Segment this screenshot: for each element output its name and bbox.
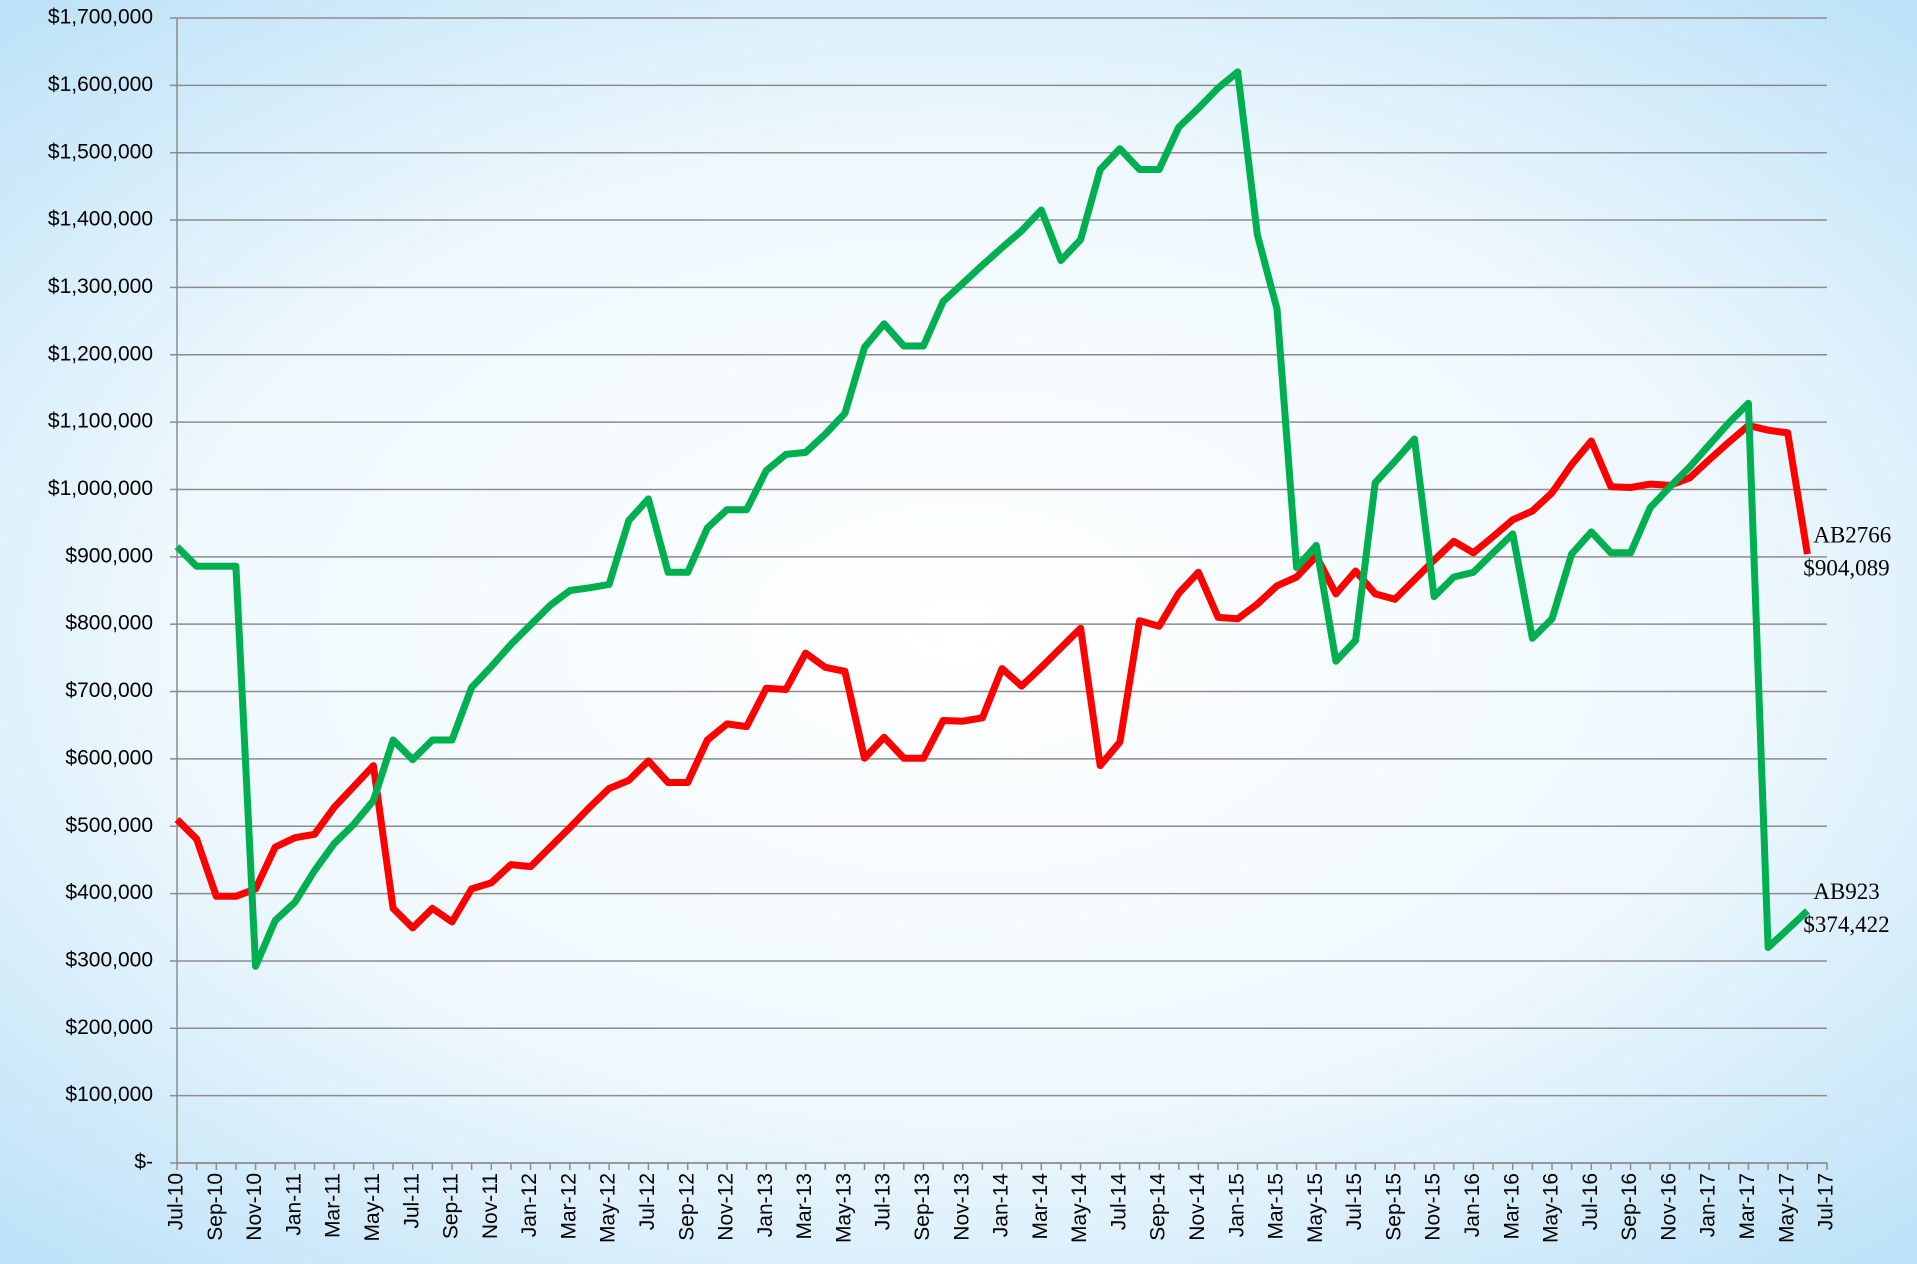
y-tick-label: $100,000 [65, 1083, 153, 1106]
y-tick-label: $1,400,000 [48, 208, 153, 231]
x-tick-label: Sep-15 [1382, 1173, 1405, 1241]
x-tick-label: Nov-12 [715, 1173, 738, 1241]
x-tick-label: Nov-10 [243, 1173, 266, 1241]
x-tick-label: Nov-14 [1186, 1173, 1209, 1241]
y-tick-label: $1,100,000 [48, 410, 153, 433]
x-tick-label: Jan-17 [1697, 1173, 1720, 1237]
x-tick-label: Sep-16 [1618, 1173, 1641, 1241]
y-tick-label: $600,000 [65, 746, 153, 769]
y-tick-label: $1,000,000 [48, 477, 153, 500]
x-tick-label: Sep-13 [911, 1173, 934, 1241]
x-tick-label: May-14 [1068, 1173, 1091, 1243]
y-tick-label: $1,500,000 [48, 140, 153, 163]
x-tick-label: Jan-16 [1461, 1173, 1484, 1237]
x-tick-label: Jan-12 [518, 1173, 541, 1237]
x-tick-label: Jul-13 [872, 1173, 895, 1230]
x-tick-label: Sep-12 [675, 1173, 698, 1241]
y-tick-label: $1,300,000 [48, 275, 153, 298]
y-tick-label: $- [134, 1151, 153, 1174]
y-tick-label: $1,600,000 [48, 73, 153, 96]
x-tick-label: Mar-12 [557, 1173, 580, 1240]
x-tick-label: Nov-16 [1657, 1173, 1680, 1241]
y-tick-label: $400,000 [65, 881, 153, 904]
x-tick-label: May-12 [597, 1173, 620, 1243]
x-tick-label: Mar-17 [1736, 1173, 1759, 1240]
x-tick-label: May-13 [832, 1173, 855, 1243]
x-tick-label: Jan-11 [282, 1173, 305, 1236]
series-name: AB2766 [1813, 522, 1891, 547]
x-tick-label: Mar-13 [793, 1173, 816, 1240]
x-tick-label: May-15 [1304, 1173, 1327, 1243]
x-tick-label: Nov-13 [950, 1173, 973, 1241]
y-tick-label: $300,000 [65, 948, 153, 971]
x-tick-label: Jul-17 [1815, 1173, 1838, 1230]
x-tick-label: Mar-11 [322, 1173, 345, 1238]
x-tick-label: May-11 [361, 1173, 384, 1241]
x-tick-label: Jan-13 [754, 1173, 777, 1237]
x-tick-label: May-16 [1540, 1173, 1563, 1243]
y-tick-label: $1,700,000 [48, 6, 153, 29]
series-line [174, 422, 1811, 932]
value-label: $374,422 [1803, 912, 1889, 937]
x-tick-label: Jan-14 [990, 1173, 1013, 1238]
x-tick-label: Mar-15 [1265, 1173, 1288, 1240]
x-tick-label: May-17 [1775, 1173, 1798, 1243]
x-tick-label: Nov-15 [1422, 1173, 1445, 1241]
x-tick-label: Jul-11 [400, 1173, 423, 1229]
x-tick-label: Sep-11 [440, 1173, 463, 1239]
y-tick-label: $500,000 [65, 814, 153, 837]
x-tick-label: Sep-10 [204, 1173, 227, 1241]
x-tick-label: Nov-11 [479, 1173, 502, 1239]
value-label: $904,089 [1803, 555, 1889, 580]
x-tick-label: Jul-12 [636, 1173, 659, 1230]
x-tick-label: Jul-16 [1579, 1173, 1602, 1230]
y-tick-label: $200,000 [65, 1016, 153, 1039]
x-tick-label: Jul-14 [1107, 1173, 1130, 1231]
y-tick-label: $700,000 [65, 679, 153, 702]
series-line [174, 68, 1810, 970]
y-tick-label: $1,200,000 [48, 342, 153, 365]
x-tick-label: Mar-16 [1500, 1173, 1523, 1240]
x-tick-label: Mar-14 [1029, 1173, 1052, 1240]
x-tick-label: Jan-15 [1225, 1173, 1248, 1237]
x-tick-label: Jul-15 [1343, 1173, 1366, 1230]
y-tick-label: $800,000 [65, 612, 153, 635]
x-tick-label: Jul-10 [165, 1173, 188, 1230]
x-tick-label: Sep-14 [1147, 1173, 1170, 1241]
series-name: AB923 [1813, 879, 1879, 904]
y-tick-label: $900,000 [65, 544, 153, 567]
